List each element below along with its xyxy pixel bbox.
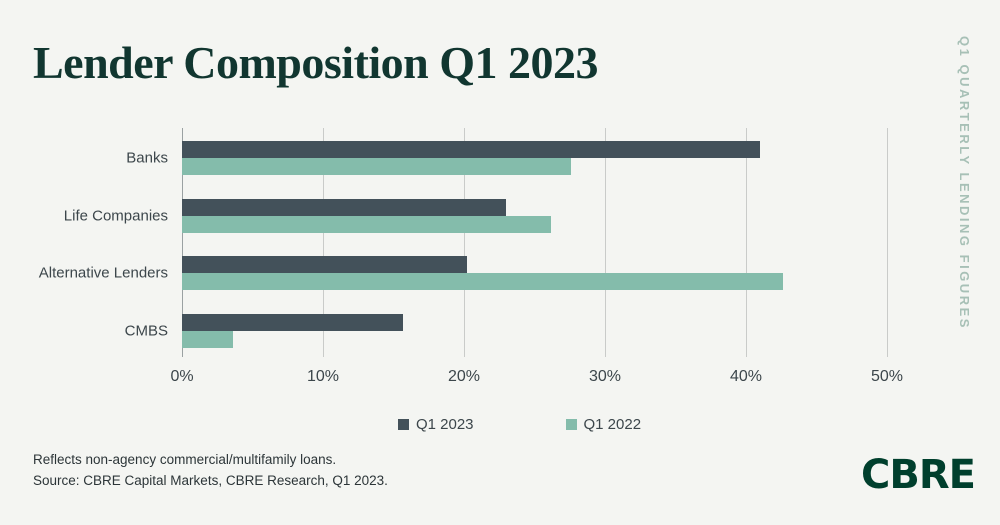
bar-q1-2023-life-companies bbox=[182, 198, 507, 216]
legend-swatch-q1-2023 bbox=[397, 419, 409, 430]
bar-group-cmbs: CMBS bbox=[125, 314, 887, 349]
category-label-cmbs: CMBS bbox=[124, 322, 168, 340]
legend-swatch-q1-2022 bbox=[565, 419, 577, 430]
x-tick-20%: 20% bbox=[447, 368, 481, 385]
gridline-40% bbox=[746, 128, 747, 357]
bar-group-life-companies: Life Companies bbox=[64, 198, 887, 233]
chart-legend: Q1 2023 Q1 2022 bbox=[167, 416, 872, 433]
source-note: Source: CBRE Capital Markets, CBRE Resea… bbox=[33, 473, 388, 488]
bar-q1-2022-cmbs bbox=[182, 331, 233, 349]
legend-label-q1-2022: Q1 2022 bbox=[583, 416, 642, 433]
y-axis-line bbox=[182, 128, 183, 357]
legend-item-q1-2023: Q1 2023 bbox=[397, 416, 474, 433]
footer: Reflects non-agency commercial/multifami… bbox=[33, 449, 388, 491]
footnote: Reflects non-agency commercial/multifami… bbox=[33, 452, 337, 467]
category-label-life-companies: Life Companies bbox=[63, 207, 168, 225]
category-label-banks: Banks bbox=[126, 149, 168, 167]
cbre-logo: CBRE bbox=[861, 452, 976, 498]
legend-item-q1-2022: Q1 2022 bbox=[565, 416, 642, 433]
gridline-20% bbox=[464, 128, 465, 357]
x-tick-0%: 0% bbox=[170, 368, 194, 385]
bar-q1-2022-life-companies bbox=[182, 215, 552, 233]
x-tick-10%: 10% bbox=[306, 368, 340, 385]
bar-chart-plot-area: Banks Life Companies Alternative Lenders CM… bbox=[39, 128, 903, 385]
x-tick-30%: 30% bbox=[588, 368, 622, 385]
x-tick-40%: 40% bbox=[729, 368, 763, 385]
gridline-50% bbox=[887, 128, 888, 357]
legend-label-q1-2023: Q1 2023 bbox=[415, 416, 474, 433]
bar-q1-2023-alternative-lenders bbox=[182, 256, 467, 274]
bar-q1-2023-banks bbox=[182, 141, 761, 158]
bar-q1-2023-cmbs bbox=[182, 314, 404, 332]
gridline-10% bbox=[323, 128, 324, 357]
x-tick-50%: 50% bbox=[870, 368, 904, 385]
bar-group-alternative-lenders: Alternative Lenders bbox=[39, 256, 887, 291]
side-vertical-label: Q1 QUARTERLY LENDING FIGURES bbox=[957, 36, 972, 330]
chart-title: Lender Composition Q1 2023 bbox=[33, 37, 599, 88]
bar-q1-2022-banks bbox=[182, 158, 572, 175]
bar-q1-2022-alternative-lenders bbox=[182, 273, 783, 291]
bar-group-banks: Banks bbox=[126, 141, 887, 175]
gridline-30% bbox=[605, 128, 606, 357]
category-label-alternative-lenders: Alternative Lenders bbox=[38, 264, 168, 282]
